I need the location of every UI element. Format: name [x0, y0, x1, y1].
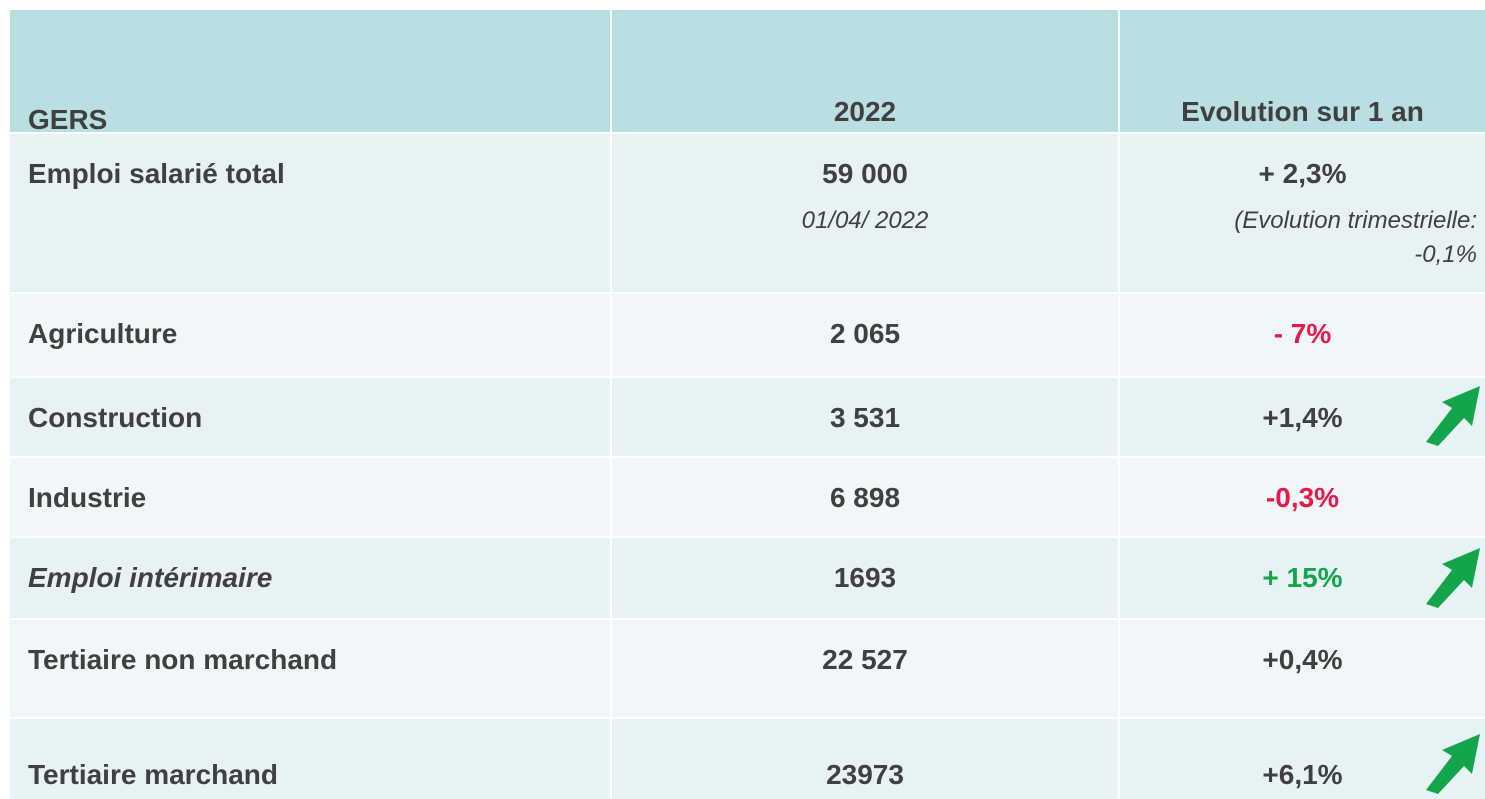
table-cell: 3 531	[612, 378, 1118, 456]
row-value: 6 898	[829, 482, 901, 513]
header-text: 2022	[833, 96, 897, 127]
table-cell: Construction	[10, 378, 610, 456]
header-cell: 2022	[612, 10, 1118, 132]
table-cell: - 7%	[1120, 294, 1485, 376]
row-label: Tertiaire marchand	[28, 759, 279, 790]
table-cell: + 15%	[1120, 538, 1485, 618]
row-evolution: -0,3%	[1265, 482, 1340, 513]
table-cell: 59 000 01/04/ 2022	[612, 134, 1118, 292]
table-cell: Agriculture	[10, 294, 610, 376]
table-cell: +1,4%	[1120, 378, 1485, 456]
up-arrow-icon	[1426, 734, 1480, 794]
row-evolution: +1,4%	[1262, 402, 1343, 433]
table-cell: 2 065	[612, 294, 1118, 376]
row-label: Industrie	[28, 482, 147, 513]
row-label: Emploi salarié total	[28, 158, 285, 189]
row-evolution: + 2,3%	[1258, 158, 1347, 189]
row-label: Tertiaire non marchand	[28, 644, 338, 675]
table-cell: Tertiaire non marchand	[10, 620, 610, 717]
table-cell: 23973	[612, 719, 1118, 799]
row-label: Agriculture	[28, 318, 178, 349]
row-value: 3 531	[829, 402, 901, 433]
row-value: 2 065	[829, 318, 901, 349]
row-value: 59 000	[822, 158, 908, 189]
table-cell: +6,1%	[1120, 719, 1485, 799]
table-cell: -0,3%	[1120, 458, 1485, 536]
header-cell: Evolution sur 1 an	[1120, 10, 1485, 132]
header-text: GERS	[28, 104, 108, 135]
table-cell: Emploi salarié total	[10, 134, 610, 292]
row-value: 1693	[833, 562, 897, 593]
table-cell: Tertiaire marchand	[10, 719, 610, 799]
up-arrow-icon	[1426, 548, 1480, 608]
up-arrow-icon	[1426, 386, 1480, 446]
row-value: 22 527	[822, 644, 908, 675]
note-line: (Evolution trimestrielle:	[1234, 207, 1477, 234]
row-note: (Evolution trimestrielle: -0,1%	[1120, 204, 1485, 272]
table-cell: Emploi intérimaire	[10, 538, 610, 618]
table-cell: + 2,3% (Evolution trimestrielle: -0,1%	[1120, 134, 1485, 292]
row-evolution: - 7%	[1273, 318, 1332, 349]
table-cell: 6 898	[612, 458, 1118, 536]
header-cell: GERS	[10, 10, 610, 135]
row-value: 23973	[826, 759, 904, 790]
table-cell: +0,4%	[1120, 620, 1485, 717]
table-cell: 22 527	[612, 620, 1118, 717]
table-cell: 1693	[612, 538, 1118, 618]
row-label: Construction	[28, 402, 203, 433]
row-evolution: +6,1%	[1262, 759, 1343, 790]
row-evolution: +0,4%	[1262, 644, 1343, 675]
row-date: 01/04/ 2022	[801, 207, 929, 234]
header-text: Evolution sur 1 an	[1181, 96, 1424, 127]
table-cell: Industrie	[10, 458, 610, 536]
row-label: Emploi intérimaire	[28, 562, 273, 593]
note-line: -0,1%	[1414, 241, 1477, 268]
row-evolution: + 15%	[1262, 562, 1343, 593]
